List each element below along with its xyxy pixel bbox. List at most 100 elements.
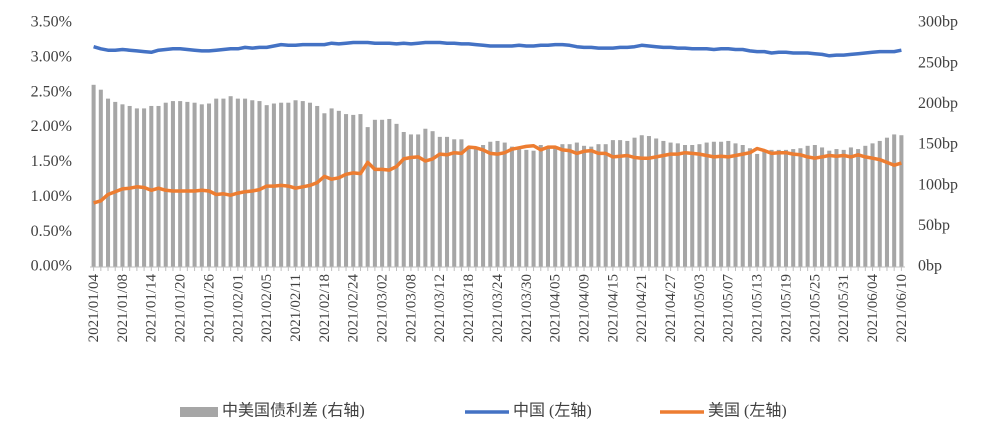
- y-tick-label: 0.00%: [31, 258, 72, 275]
- x-tick-label: 2021/01/26: [201, 274, 217, 343]
- bar: [170, 101, 175, 267]
- bar: [863, 145, 868, 267]
- bar: [618, 140, 623, 267]
- x-tick-label: 2021/05/31: [836, 274, 852, 342]
- x-tick-label: 2021/03/30: [519, 274, 535, 342]
- bar: [214, 98, 219, 267]
- bar: [228, 96, 233, 267]
- x-tick-label: 2021/06/10: [894, 274, 910, 342]
- bar: [106, 98, 111, 267]
- bar: [603, 144, 608, 267]
- bar: [654, 138, 659, 267]
- y-tick-label: 3.00%: [31, 49, 72, 66]
- bar: [582, 145, 587, 267]
- bar: [315, 105, 320, 268]
- bar: [820, 147, 825, 267]
- y2-tick-label: 100bp: [918, 176, 958, 193]
- y-tick-label: 1.00%: [31, 188, 72, 205]
- bar: [740, 145, 745, 267]
- bar: [351, 114, 356, 267]
- bar: [466, 146, 471, 267]
- bar: [589, 146, 594, 267]
- bar: [358, 114, 363, 268]
- bar: [704, 142, 709, 267]
- bar: [257, 101, 262, 267]
- bar: [517, 147, 522, 267]
- legend-label: 中国 (左轴): [513, 402, 592, 420]
- bar: [380, 119, 385, 267]
- bar: [848, 147, 853, 267]
- bar: [719, 141, 724, 267]
- line: [93, 143, 902, 205]
- bar: [899, 135, 904, 267]
- bar: [221, 98, 226, 267]
- bar: [300, 101, 305, 267]
- bar: [560, 144, 565, 267]
- x-tick-label: 2021/01/14: [144, 274, 160, 343]
- bar: [372, 119, 377, 267]
- bar: [250, 100, 255, 268]
- bar: [596, 144, 601, 267]
- bar: [783, 149, 789, 267]
- y2-tick-label: 250bp: [918, 54, 958, 71]
- bar: [834, 149, 839, 267]
- x-tick-label: 2021/02/24: [346, 274, 362, 343]
- x-tick-label: 2021/01/04: [86, 274, 102, 343]
- bar: [755, 153, 760, 267]
- x-tick-label: 2021/05/19: [778, 274, 794, 342]
- legend-label: 美国 (左轴): [708, 402, 787, 420]
- bar: [293, 100, 298, 268]
- bar: [798, 148, 803, 267]
- y2-tick-label: 150bp: [918, 136, 958, 153]
- bar: [711, 141, 716, 267]
- bar: [509, 146, 514, 267]
- y2-tick-label: 0bp: [918, 258, 942, 275]
- bar: [884, 137, 889, 267]
- x-tick-label: 2021/04/21: [634, 274, 650, 342]
- bar: [531, 150, 536, 267]
- bar: [98, 89, 103, 268]
- bar: [690, 145, 695, 267]
- bar: [646, 136, 651, 267]
- x-tick-label: 2021/04/09: [576, 274, 592, 342]
- x-tick-label: 2021/05/07: [721, 274, 737, 343]
- line: [93, 40, 902, 58]
- bar: [675, 143, 680, 267]
- bar: [812, 145, 817, 267]
- bar: [892, 134, 897, 267]
- bar: [697, 144, 702, 267]
- x-tick-label: 2021/05/03: [692, 274, 708, 342]
- bar: [668, 142, 673, 267]
- x-tick-label: 2021/02/01: [230, 274, 246, 342]
- bar: [747, 148, 752, 267]
- bar: [178, 101, 183, 267]
- bar: [408, 134, 413, 267]
- bar: [481, 145, 486, 267]
- bar: [805, 145, 810, 267]
- y2-tick-label: 200bp: [918, 95, 958, 112]
- bar: [661, 140, 666, 267]
- bar: [856, 149, 861, 267]
- bar: [733, 143, 738, 267]
- bar: [185, 101, 190, 267]
- x-tick-label: 2021/03/24: [490, 274, 506, 343]
- bar: [243, 98, 248, 267]
- bar: [344, 114, 349, 268]
- bar: [459, 139, 464, 267]
- x-tick-label: 2021/05/13: [750, 274, 766, 342]
- y-tick-label: 0.50%: [31, 223, 72, 240]
- bar: [329, 108, 334, 268]
- x-tick-label: 2021/05/25: [807, 274, 823, 342]
- bar: [524, 149, 529, 267]
- bar: [762, 151, 767, 267]
- x-tick-label: 2021/03/12: [432, 274, 448, 342]
- bar: [683, 145, 688, 267]
- bar: [149, 105, 154, 268]
- bar: [495, 140, 500, 267]
- bar: [625, 140, 630, 267]
- bar: [632, 137, 637, 267]
- y-tick-label: 2.00%: [31, 118, 72, 135]
- bar: [545, 148, 551, 267]
- bar: [452, 139, 457, 267]
- bar: [192, 102, 197, 267]
